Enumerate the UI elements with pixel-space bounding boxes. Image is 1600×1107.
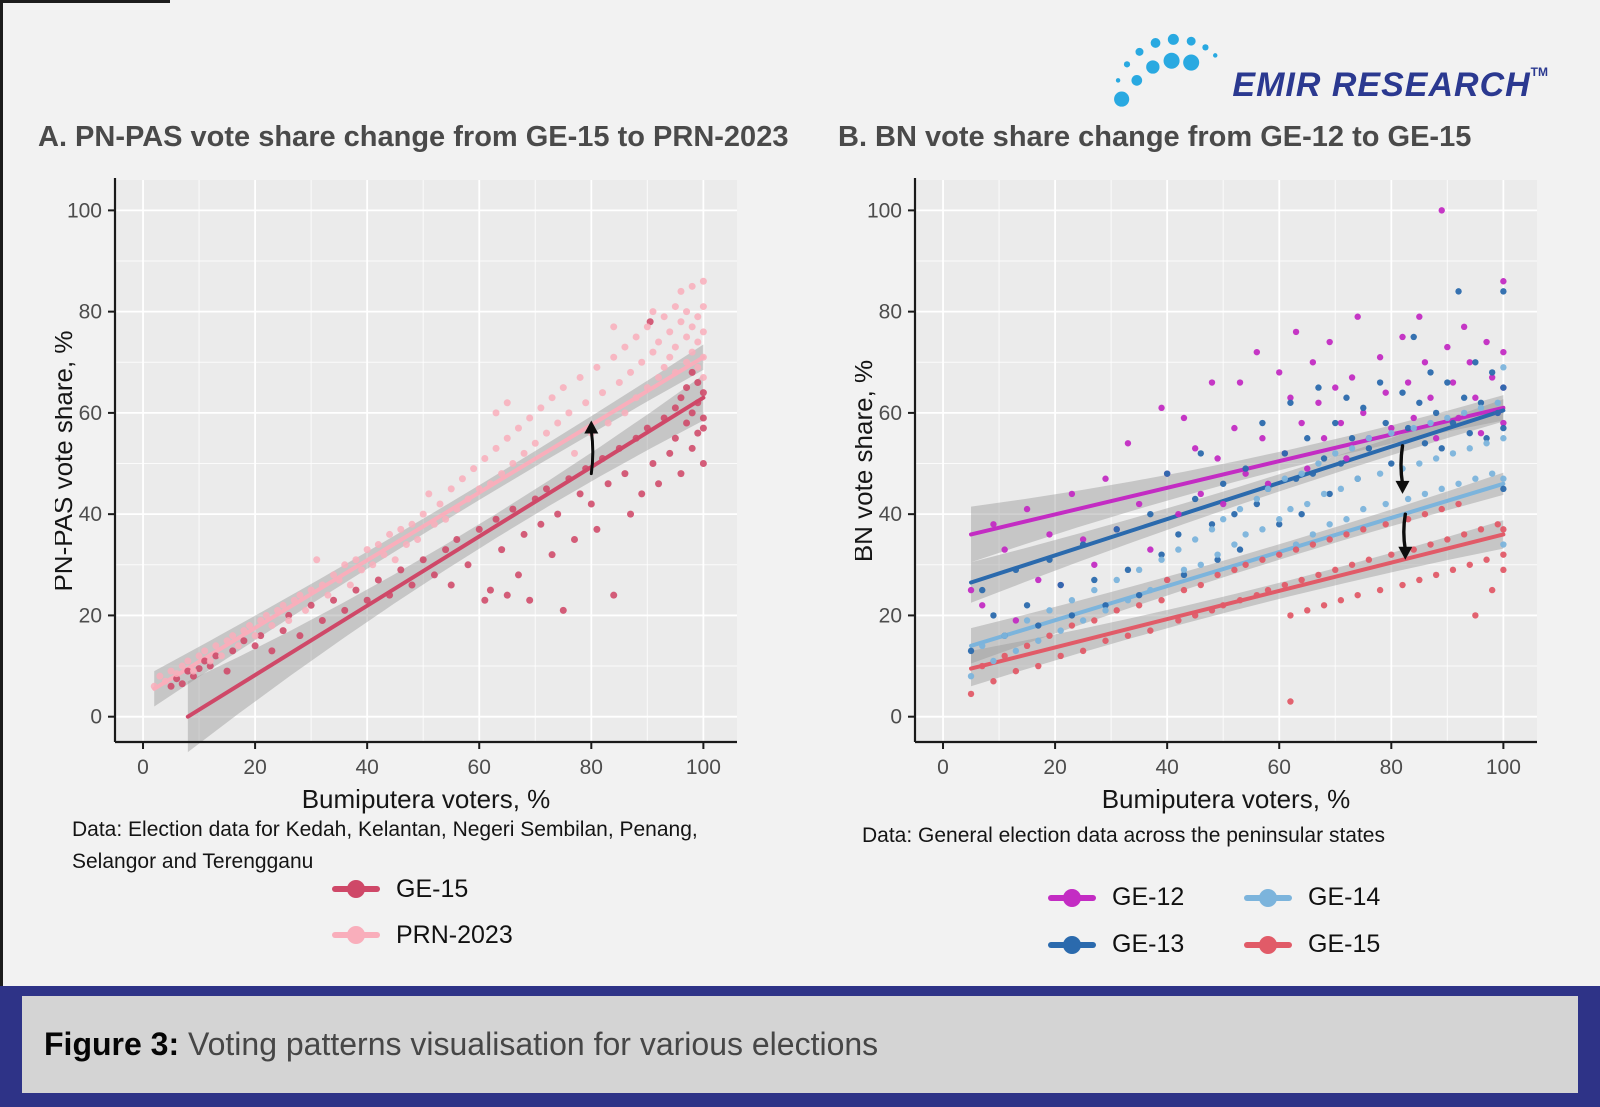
scatter-points-ge-15 bbox=[167, 318, 707, 690]
axes: 0 20 40 60 80 100 0 20 40 60 80 100 bbox=[67, 178, 737, 779]
svg-text:100: 100 bbox=[1486, 756, 1521, 779]
svg-text:0: 0 bbox=[137, 756, 149, 779]
emir-logo-text: EMIR RESEARCHTM bbox=[1232, 66, 1548, 108]
figure-caption-box: Figure 3: Voting patterns visualisation … bbox=[22, 996, 1578, 1093]
legend-label: PRN-2023 bbox=[396, 920, 513, 949]
svg-text:40: 40 bbox=[355, 756, 378, 779]
panel-a-note-line2: Selangor and Terengganu bbox=[72, 849, 314, 873]
legend-item-ge13: GE-13 bbox=[1048, 928, 1244, 962]
scatter-points-ge-13 bbox=[967, 288, 1507, 655]
emir-research-logo: EMIR RESEARCHTM bbox=[1108, 26, 1548, 108]
svg-text:0: 0 bbox=[90, 706, 102, 729]
svg-text:100: 100 bbox=[67, 199, 102, 222]
legend-item-ge15-a: GE-15 bbox=[332, 872, 513, 906]
axes: 0 20 40 60 80 100 0 20 40 60 80 100 bbox=[867, 178, 1537, 779]
legend-label: GE-15 bbox=[396, 874, 469, 903]
svg-text:0: 0 bbox=[937, 756, 949, 779]
ge15b-legend-marker-icon bbox=[1244, 935, 1292, 955]
svg-text:20: 20 bbox=[79, 604, 102, 627]
svg-text:0: 0 bbox=[890, 706, 902, 729]
annotation-arrows bbox=[584, 420, 599, 476]
svg-text:80: 80 bbox=[580, 756, 603, 779]
figure-caption: Figure 3: Voting patterns visualisation … bbox=[44, 1026, 878, 1063]
ge14-legend-marker-icon bbox=[1244, 888, 1292, 908]
svg-text:20: 20 bbox=[243, 756, 266, 779]
ge13-legend-marker-icon bbox=[1048, 935, 1096, 955]
svg-text:40: 40 bbox=[1155, 756, 1178, 779]
svg-text:80: 80 bbox=[879, 301, 902, 324]
svg-text:60: 60 bbox=[79, 402, 102, 425]
scatter-points-ge-15 bbox=[967, 500, 1507, 705]
panel-b-data-note: Data: General election data across the p… bbox=[862, 824, 1385, 847]
svg-text:60: 60 bbox=[879, 402, 902, 425]
legend-item-ge12: GE-12 bbox=[1048, 881, 1244, 915]
logo-tm-mark: TM bbox=[1530, 65, 1548, 79]
figure-caption-text: Voting patterns visualisation for variou… bbox=[179, 1026, 879, 1062]
panel-a-data-note: Data: Election data for Kedah, Kelantan,… bbox=[72, 814, 698, 877]
x-axis-title: Bumiputera voters, % bbox=[1102, 784, 1351, 814]
svg-text:100: 100 bbox=[686, 756, 721, 779]
svg-text:80: 80 bbox=[1380, 756, 1403, 779]
plot-background bbox=[915, 180, 1537, 742]
svg-text:20: 20 bbox=[1043, 756, 1066, 779]
figure-caption-bar: Figure 3: Voting patterns visualisation … bbox=[0, 986, 1600, 1107]
ge12-legend-marker-icon bbox=[1048, 888, 1096, 908]
panel-b-legend: GE-12 GE-13 GE-14 GE-15 bbox=[1048, 874, 1440, 968]
legend-item-ge14: GE-14 bbox=[1244, 881, 1440, 915]
legend-label: GE-12 bbox=[1112, 883, 1185, 911]
scatter-points-ge-14 bbox=[967, 364, 1507, 680]
svg-text:60: 60 bbox=[468, 756, 491, 779]
svg-text:100: 100 bbox=[867, 199, 902, 222]
svg-text:40: 40 bbox=[79, 503, 102, 526]
emir-logo-dots-icon bbox=[1114, 33, 1218, 107]
figure-caption-prefix: Figure 3: bbox=[44, 1026, 180, 1062]
page-edge-left bbox=[0, 0, 3, 988]
panel-a-title: A. PN-PAS vote share change from GE-15 t… bbox=[38, 121, 789, 153]
legend-item-prn2023: PRN-2023 bbox=[332, 918, 513, 952]
svg-text:60: 60 bbox=[1268, 756, 1291, 779]
logo-wordmark: EMIR RESEARCH bbox=[1232, 66, 1531, 104]
y-axis-title: BN vote share, % bbox=[855, 360, 878, 562]
legend-label: GE-14 bbox=[1308, 883, 1381, 911]
page-edge-top bbox=[0, 0, 170, 3]
panel-b-title: B. BN vote share change from GE-12 to GE… bbox=[838, 121, 1472, 153]
legend-label: GE-13 bbox=[1112, 930, 1185, 958]
prn2023-legend-marker-icon bbox=[332, 925, 380, 945]
legend-label: GE-15 bbox=[1308, 930, 1381, 958]
x-axis-title: Bumiputera voters, % bbox=[302, 784, 551, 814]
scatter-plot-panel-a: 0 20 40 60 80 100 0 20 40 60 80 100 Bumiputera voter… bbox=[55, 178, 737, 814]
svg-text:40: 40 bbox=[879, 503, 902, 526]
panel-a-legend: GE-15 PRN-2023 bbox=[332, 872, 513, 952]
scatter-plot-panel-b: 0 20 40 60 80 100 0 20 40 60 80 100 Bumiputera voter… bbox=[855, 178, 1537, 814]
legend-item-ge15-b: GE-15 bbox=[1244, 928, 1440, 962]
panel-a-note-line1: Data: Election data for Kedah, Kelantan,… bbox=[72, 818, 698, 841]
svg-text:80: 80 bbox=[79, 301, 102, 324]
y-axis-title: PN-PAS vote share, % bbox=[55, 330, 78, 591]
ge15-legend-marker-icon bbox=[332, 879, 380, 899]
scatter-points-prn-2023 bbox=[150, 277, 707, 690]
svg-text:20: 20 bbox=[879, 604, 902, 627]
annotation-arrows bbox=[1395, 444, 1413, 560]
